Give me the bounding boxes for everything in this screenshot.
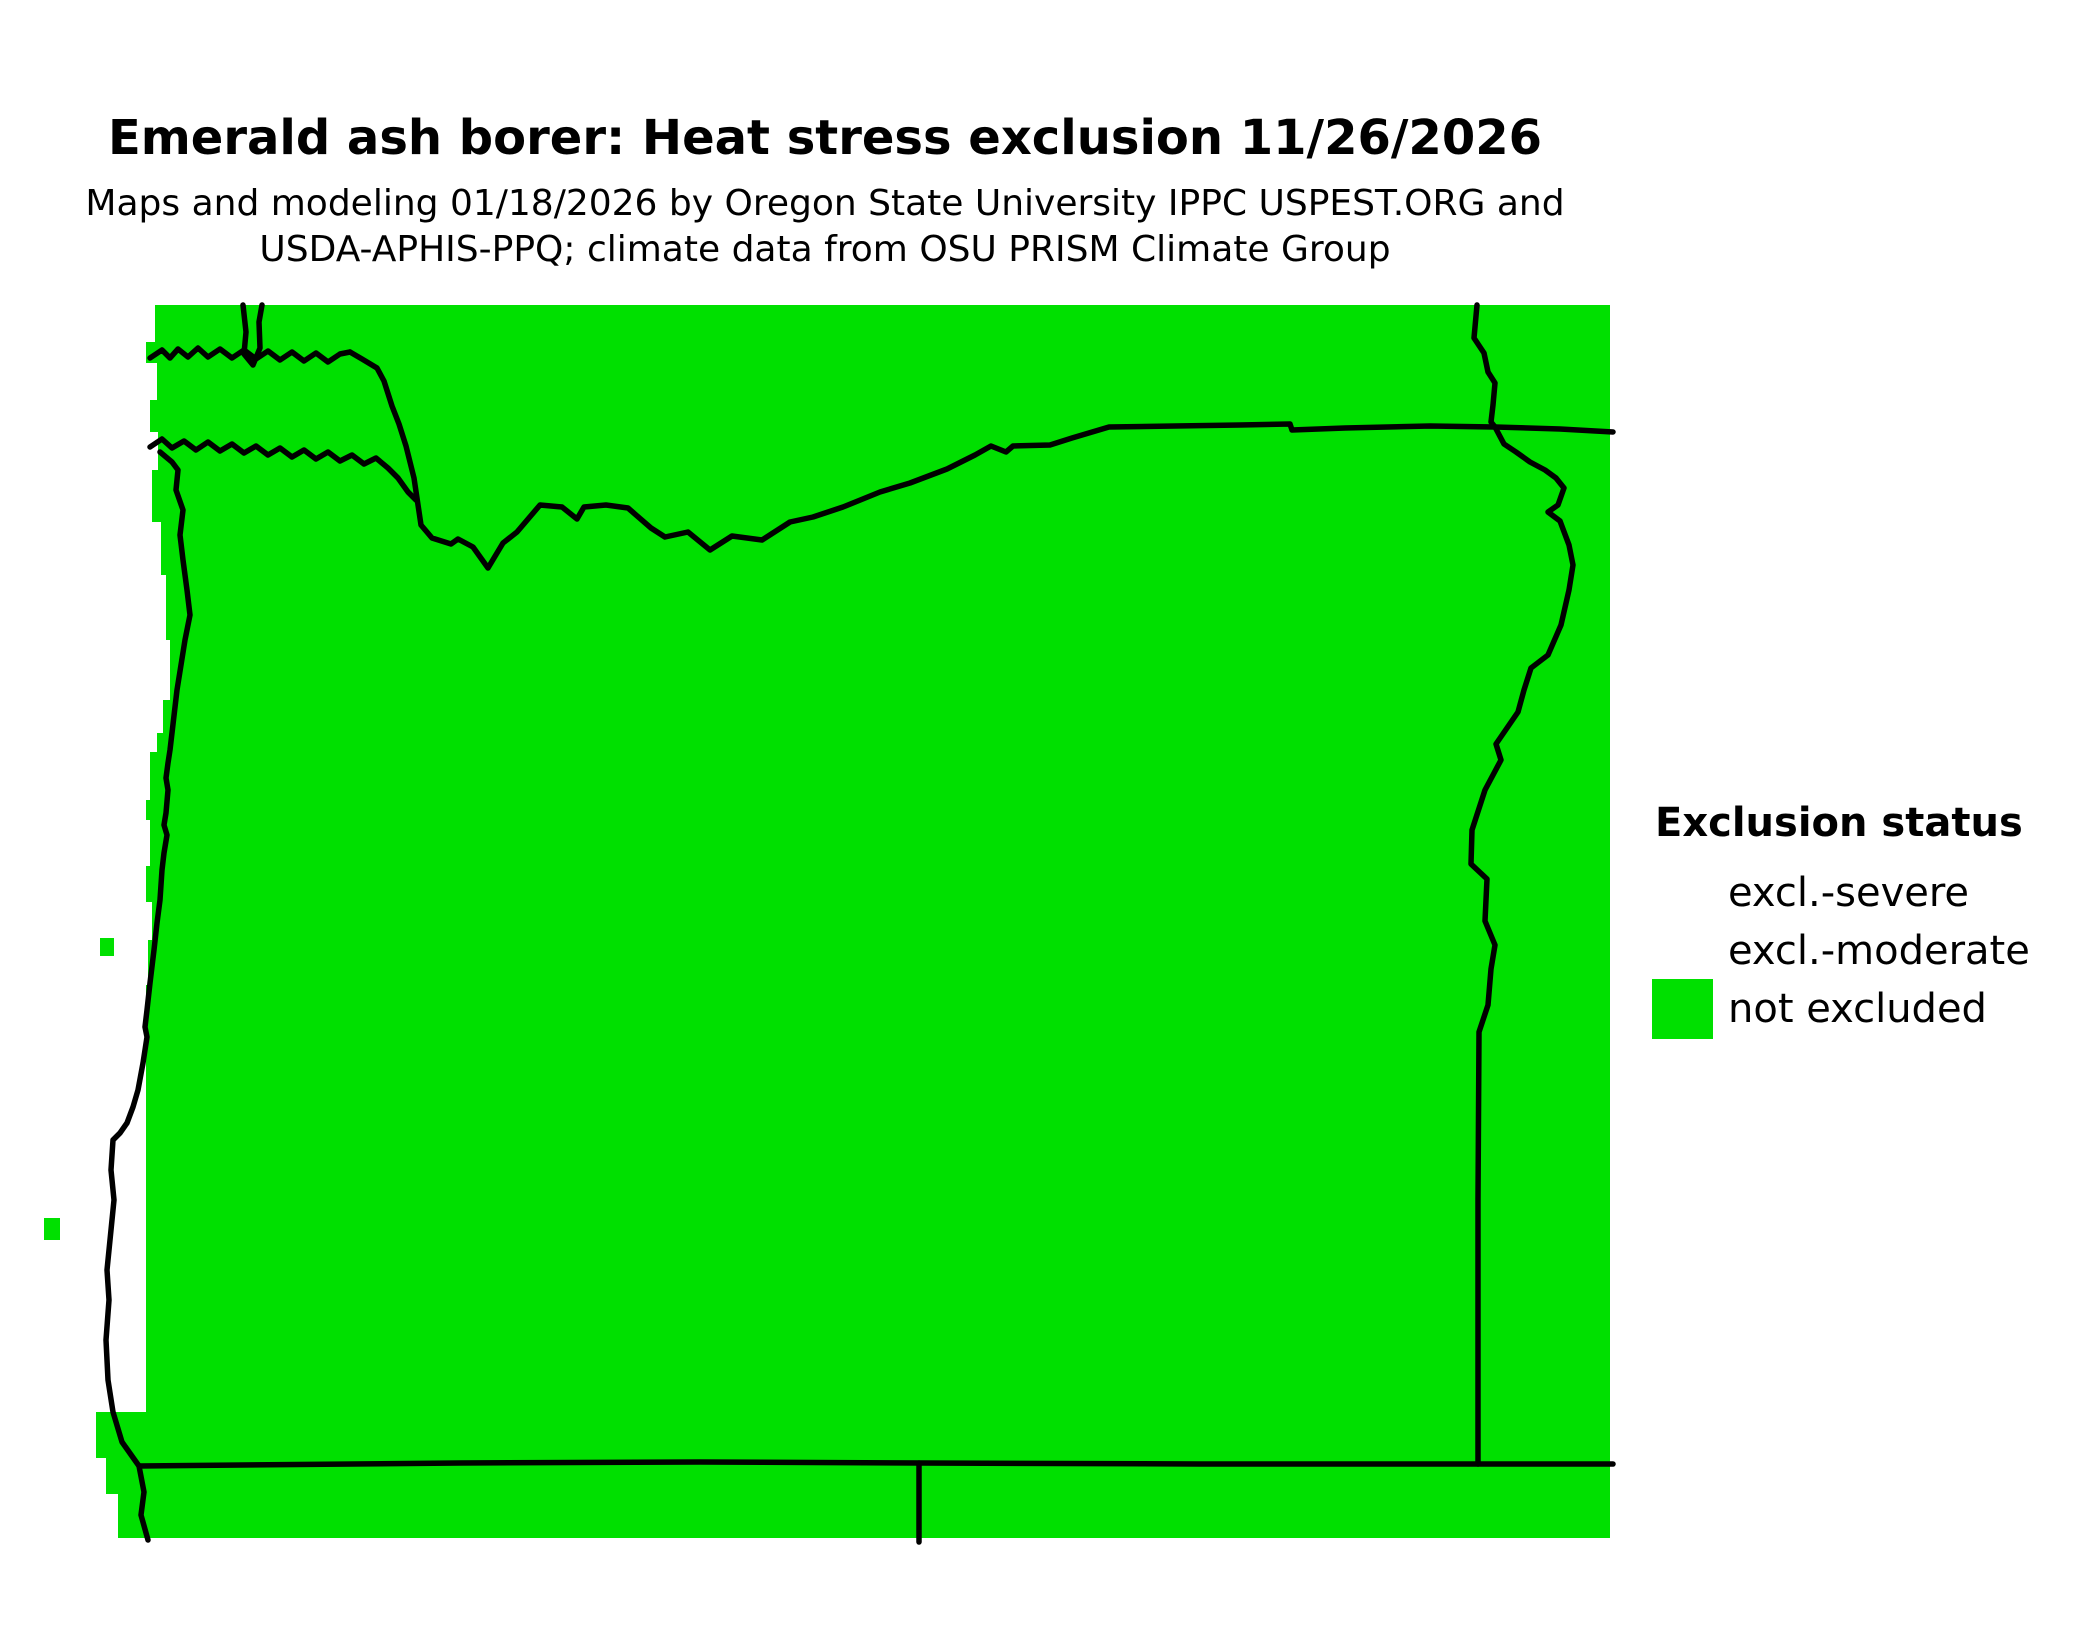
columbia-mouth-peninsula-border: [240, 302, 265, 368]
offshore-raster-cell: [100, 938, 114, 956]
figure-title: Emerald ash borer: Heat stress exclusion…: [107, 110, 1543, 166]
southern-state-border: [136, 1459, 1616, 1469]
map-area: [146, 305, 1610, 1538]
columbia-river-state-border: [347, 349, 1616, 571]
columbia-mouth-south-shore-border: [147, 436, 419, 503]
legend-heading: Exclusion status: [1655, 800, 2023, 846]
legend-item: not excluded: [1652, 979, 2030, 1039]
columbia-mouth-north-shore-border: [147, 345, 353, 365]
ocean: [85, 305, 170, 1538]
subtitle-line-1: Maps and modeling 01/18/2026 by Oregon S…: [85, 183, 1565, 224]
legend-item-label: not excluded: [1728, 986, 1987, 1032]
legend-item: excl.-moderate: [1652, 921, 2030, 981]
coastline: [103, 449, 193, 1543]
legend-swatch: [1652, 979, 1713, 1039]
subtitle-line-2: USDA-APHIS-PPQ; climate data from OSU PR…: [259, 229, 1391, 270]
legend-swatch: [1652, 863, 1713, 923]
legend-swatch: [1652, 921, 1713, 981]
legend-item-label: excl.-severe: [1728, 870, 1970, 916]
figure-subtitle: Maps and modeling 01/18/2026 by Oregon S…: [0, 181, 1650, 273]
legend-item: excl.-severe: [1652, 863, 2030, 923]
offshore-raster-cell: [44, 1218, 60, 1240]
snake-river-idaho-border: [1468, 302, 1576, 1467]
legend-item-label: excl.-moderate: [1728, 928, 2030, 974]
legend-rows: excl.-severe excl.-moderate not excluded: [1652, 863, 2030, 1039]
